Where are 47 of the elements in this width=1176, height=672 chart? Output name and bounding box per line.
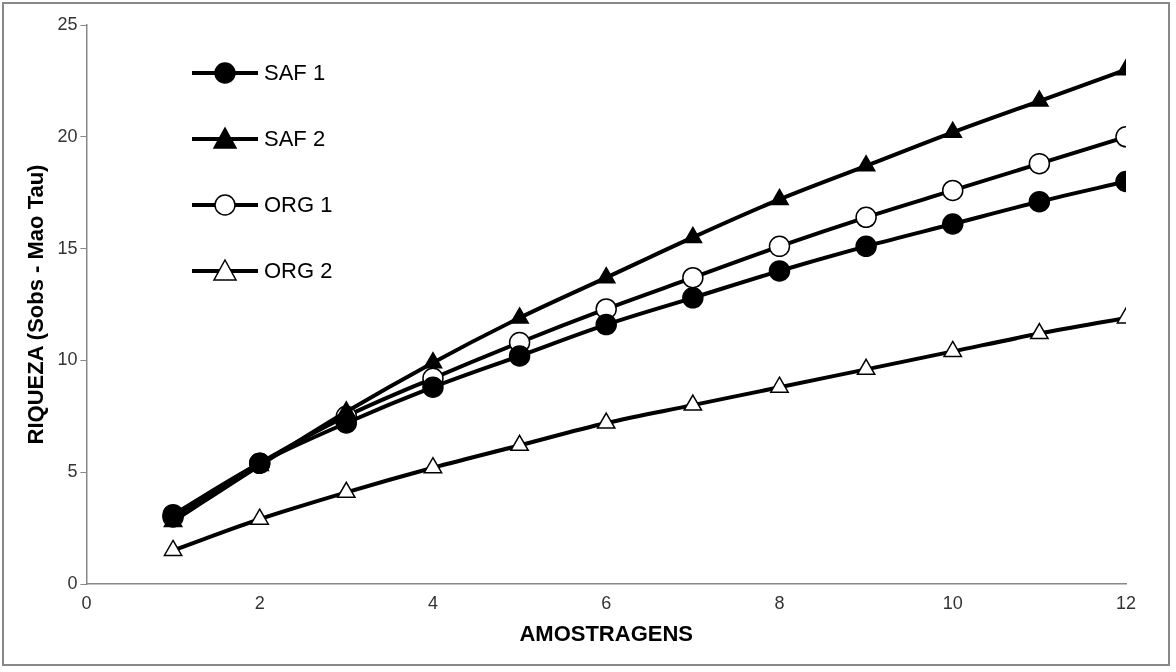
y-axis-title: RIQUEZA (Sobs - Mao Tau) (23, 164, 49, 445)
x-tick-label: 12 (1115, 592, 1137, 613)
x-tick-label: 0 (81, 592, 92, 613)
point (943, 340, 963, 358)
point (1028, 190, 1051, 213)
y-tick-label: 20 (57, 125, 78, 146)
x-tick-label: 6 (601, 592, 612, 613)
legend-label: SAF 2 (264, 126, 326, 152)
point (683, 226, 703, 244)
point (423, 351, 443, 369)
point (510, 434, 529, 452)
point (423, 456, 443, 474)
y-tick-label: 25 (57, 13, 78, 34)
point (510, 307, 529, 324)
y-tick-label: 0 (67, 572, 78, 593)
point (596, 412, 616, 429)
y-tick-label: 5 (67, 461, 78, 482)
point (683, 394, 703, 411)
point (941, 213, 964, 235)
point (768, 260, 791, 282)
x-axis-title: AMOSTRAGENS (519, 620, 693, 646)
legend-label: SAF 1 (264, 60, 326, 86)
point (856, 358, 876, 376)
point (250, 508, 270, 525)
point (768, 235, 791, 258)
point (770, 376, 789, 393)
point (855, 206, 877, 229)
point (1029, 322, 1049, 340)
legend-label: ORG 1 (264, 192, 333, 218)
y-tick-label: 10 (57, 349, 78, 370)
legend-label: ORG 2 (264, 258, 333, 284)
point (163, 539, 183, 557)
x-tick-label: 4 (427, 592, 438, 613)
x-tick-label: 8 (774, 592, 785, 613)
point (855, 235, 877, 258)
point (682, 266, 704, 289)
point (422, 376, 444, 398)
point (508, 345, 531, 367)
point (596, 266, 616, 284)
y-tick-label: 15 (57, 237, 78, 258)
x-tick-label: 10 (942, 592, 963, 613)
x-tick-label: 2 (254, 592, 265, 613)
point (336, 481, 356, 499)
point (682, 287, 704, 309)
point (595, 313, 617, 336)
point (941, 179, 964, 202)
point (1028, 152, 1051, 175)
